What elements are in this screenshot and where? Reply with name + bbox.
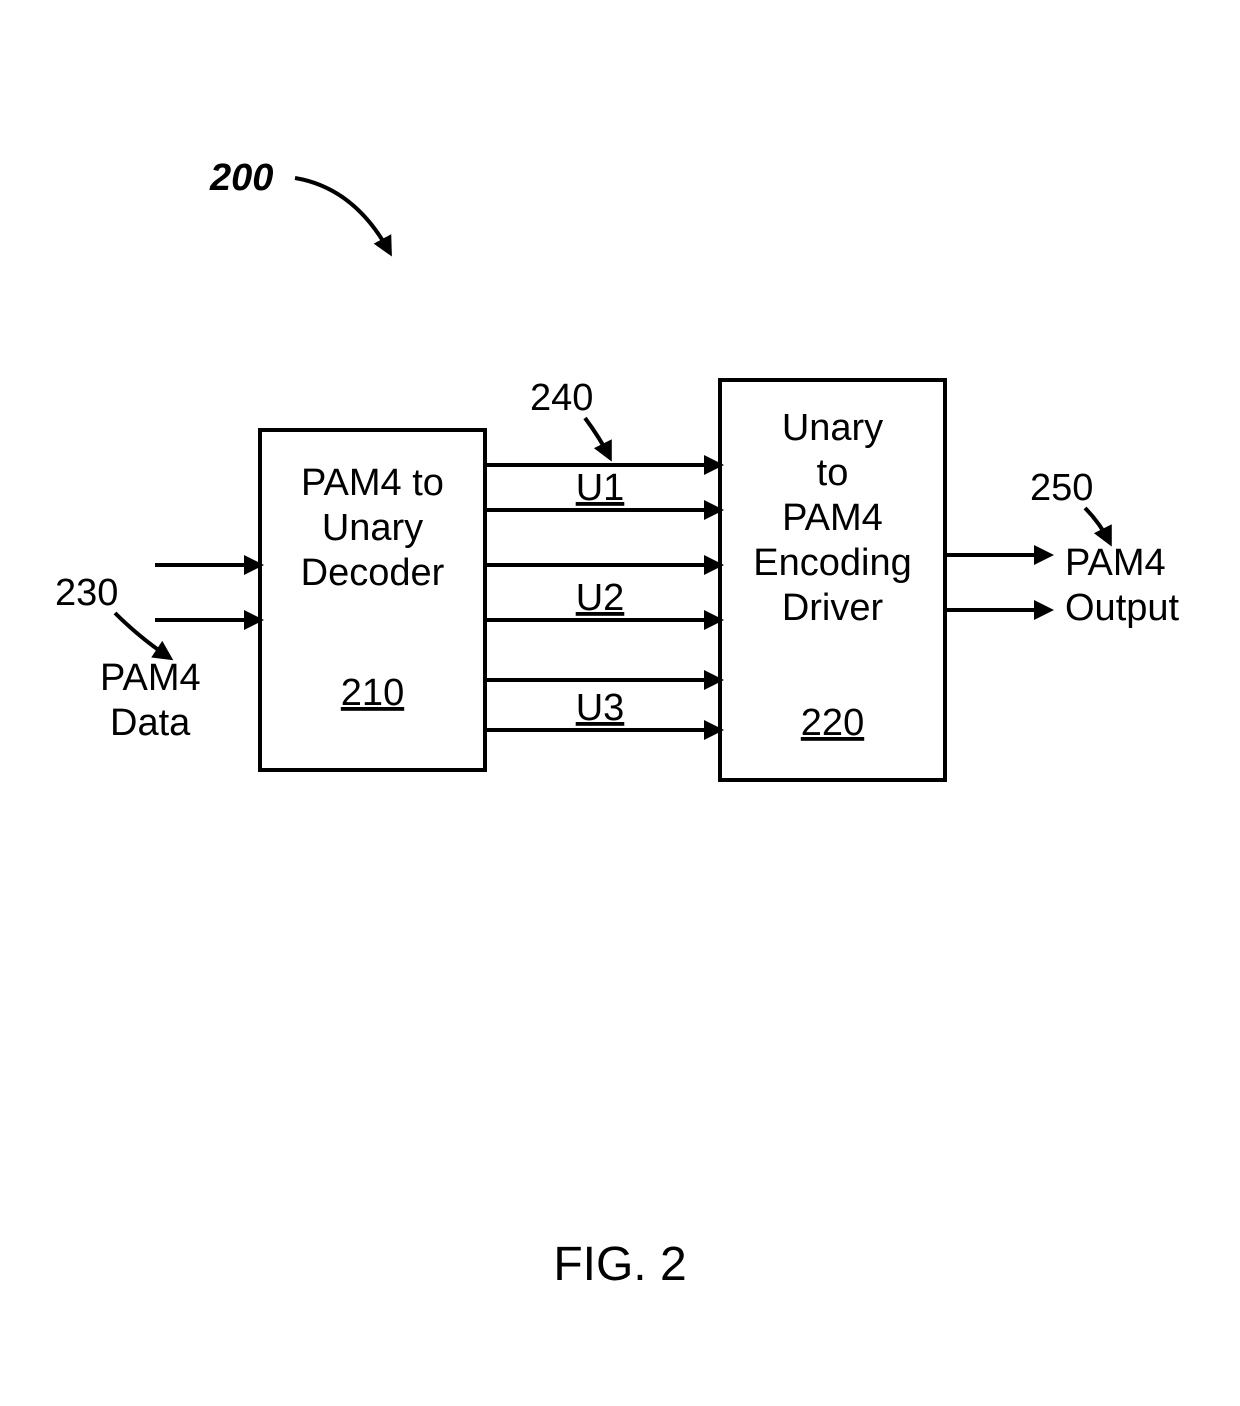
input-label-line2: Data: [110, 702, 191, 744]
encoder-line3: PAM4: [782, 497, 883, 539]
leader-200: [295, 178, 390, 253]
encoder-line4: Encoding: [753, 542, 911, 584]
decoder-ref: 210: [341, 672, 404, 714]
output-label-line2: Output: [1065, 587, 1180, 629]
signal-u2: U2: [576, 577, 625, 619]
encoder-line2: to: [817, 452, 849, 494]
encoder-line5: Driver: [782, 587, 884, 629]
signal-u1: U1: [576, 467, 625, 509]
encoder-ref: 220: [801, 702, 864, 744]
figure-ref-200: 200: [209, 157, 273, 199]
signal-u3: U3: [576, 687, 625, 729]
figure-caption: FIG. 2: [553, 1238, 686, 1291]
decoder-line3: Decoder: [301, 552, 445, 594]
figure-ref-240: 240: [530, 377, 593, 419]
input-label-line1: PAM4: [100, 657, 201, 699]
output-label-line1: PAM4: [1065, 542, 1166, 584]
decoder-line1: PAM4 to: [301, 462, 444, 504]
encoder-line1: Unary: [782, 407, 883, 449]
leader-250: [1085, 508, 1110, 543]
figure-ref-250: 250: [1030, 467, 1093, 509]
leader-240: [585, 418, 610, 458]
decoder-line2: Unary: [322, 507, 423, 549]
figure-ref-230: 230: [55, 572, 118, 614]
